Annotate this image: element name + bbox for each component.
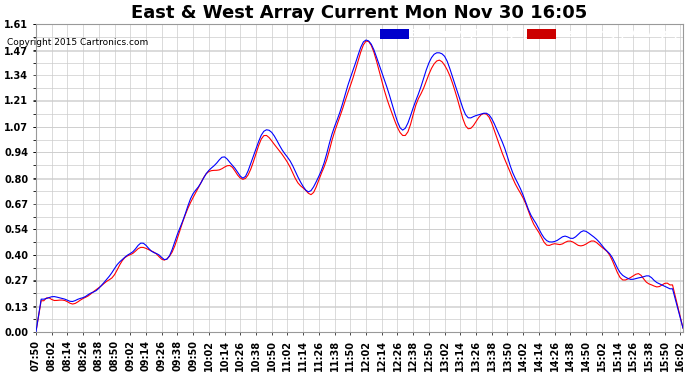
Title: East & West Array Current Mon Nov 30 16:05: East & West Array Current Mon Nov 30 16:…	[131, 4, 588, 22]
Legend: East Array (DC Amps), West Array (DC Amps): East Array (DC Amps), West Array (DC Amp…	[380, 28, 678, 39]
Text: Copyright 2015 Cartronics.com: Copyright 2015 Cartronics.com	[7, 38, 148, 47]
